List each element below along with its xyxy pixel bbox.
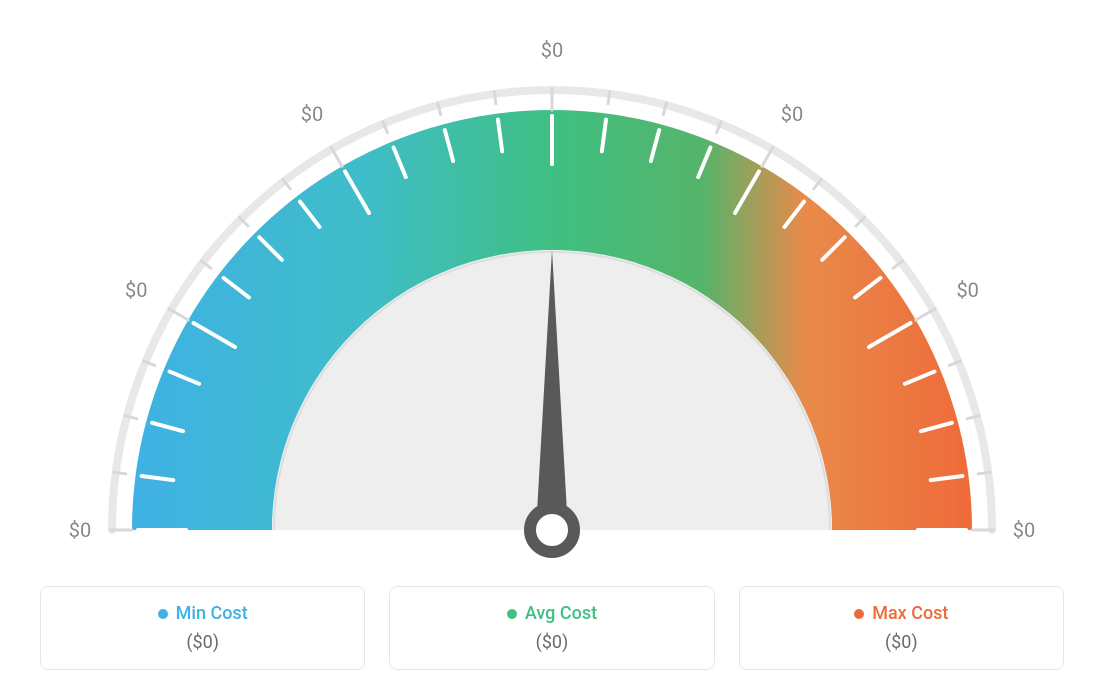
legend-card-label: Min Cost bbox=[176, 603, 248, 624]
legend-dot-icon bbox=[507, 609, 517, 619]
legend-card: Max Cost ($0) bbox=[739, 586, 1064, 670]
legend-card-title: Avg Cost bbox=[507, 603, 597, 624]
legend-card-value: ($0) bbox=[752, 632, 1051, 653]
gauge-chart: $0 $0 $0 $0 $0 $0 $0 bbox=[0, 0, 1104, 560]
gauge-svg bbox=[42, 20, 1062, 580]
gauge-tick-label: $0 bbox=[69, 518, 91, 542]
legend-card-value: ($0) bbox=[53, 632, 352, 653]
gauge-tick-label: $0 bbox=[301, 102, 323, 126]
gauge-tick-label: $0 bbox=[125, 278, 147, 302]
legend-card-title: Max Cost bbox=[854, 603, 948, 624]
gauge-tick-label: $0 bbox=[781, 102, 803, 126]
gauge-tick-label: $0 bbox=[1013, 518, 1035, 542]
legend-card-label: Avg Cost bbox=[525, 603, 597, 624]
gauge-tick-label: $0 bbox=[956, 278, 978, 302]
legend-card: Avg Cost ($0) bbox=[389, 586, 714, 670]
legend-card: Min Cost ($0) bbox=[40, 586, 365, 670]
legend-row: Min Cost ($0) Avg Cost ($0) Max Cost ($0) bbox=[40, 586, 1064, 670]
legend-dot-icon bbox=[158, 609, 168, 619]
legend-card-value: ($0) bbox=[402, 632, 701, 653]
legend-dot-icon bbox=[854, 609, 864, 619]
legend-card-title: Min Cost bbox=[158, 603, 248, 624]
cost-gauge-container: $0$0$0$0$0$0$0 Min Cost($0)Avg Cost($0)M… bbox=[0, 0, 1104, 690]
legend-card-label: Max Cost bbox=[872, 603, 948, 624]
gauge-tick-label: $0 bbox=[541, 38, 563, 62]
